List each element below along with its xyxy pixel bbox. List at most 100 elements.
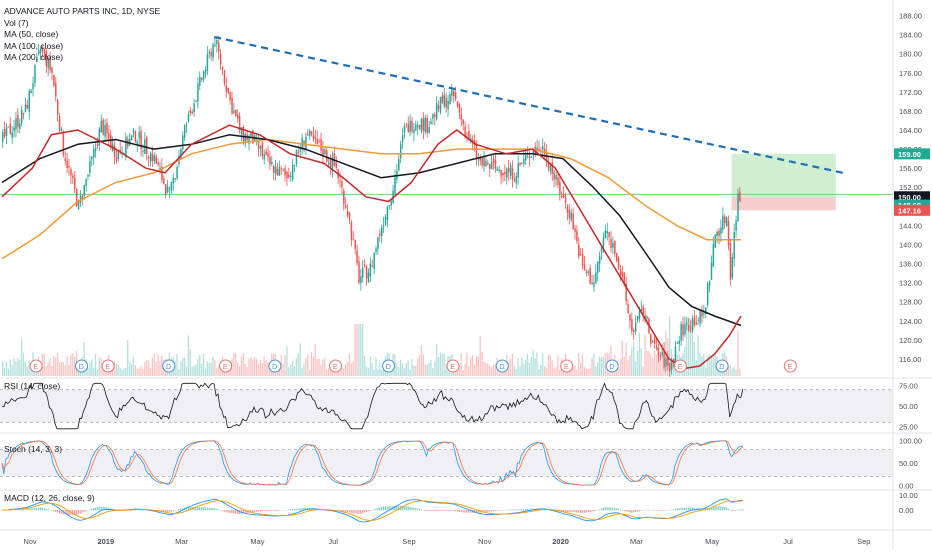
candle-body <box>228 88 230 93</box>
macd-histogram-bar <box>576 510 577 513</box>
macd-histogram-bar <box>523 509 524 510</box>
volume-bar <box>595 367 596 376</box>
macd-histogram-bar <box>510 510 511 511</box>
candle-body <box>267 153 269 157</box>
macd-histogram-bar <box>44 508 45 510</box>
candle-body <box>210 52 212 56</box>
candle-body <box>622 272 624 277</box>
candle-body <box>220 54 222 65</box>
candle-body <box>713 244 715 266</box>
macd-histogram-bar <box>627 510 628 512</box>
macd-histogram-bar <box>656 510 657 511</box>
volume-bar <box>347 362 348 376</box>
volume-bar <box>328 368 329 376</box>
volume-bar <box>65 365 66 376</box>
volume-bar <box>46 366 47 376</box>
price-tag-label: 147.16 <box>898 206 921 215</box>
volume-bar <box>68 365 69 376</box>
candle-body <box>679 341 681 344</box>
candle-body <box>434 115 436 117</box>
volume-bar <box>533 350 534 376</box>
price-tick-label: 168.00 <box>899 107 922 116</box>
macd-histogram-bar <box>660 510 661 511</box>
volume-bar <box>137 369 138 376</box>
earnings-marker-letter: E <box>564 364 569 371</box>
candle-body <box>580 254 582 255</box>
candle-body <box>445 98 447 108</box>
time-tick-label: Jul <box>783 537 793 546</box>
candle-body <box>730 243 732 280</box>
candle-body <box>627 304 629 313</box>
volume-bar <box>483 362 484 376</box>
volume-bar <box>536 352 537 376</box>
candle-body <box>320 139 322 151</box>
volume-bar <box>481 352 482 376</box>
volume-bar <box>425 364 426 376</box>
macd-histogram-bar <box>733 510 734 511</box>
volume-bar <box>523 364 524 376</box>
volume-bar <box>256 359 257 376</box>
macd-histogram-bar <box>229 510 230 513</box>
macd-histogram-bar <box>176 510 177 511</box>
volume-bar <box>6 362 7 376</box>
macd-histogram-bar <box>595 510 596 511</box>
candle-body <box>421 119 423 132</box>
candle-body <box>658 348 660 355</box>
macd-histogram-bar <box>222 510 223 511</box>
macd-histogram-bar <box>165 510 166 512</box>
volume-bar <box>313 356 314 376</box>
candle-body <box>724 217 726 223</box>
volume-bar <box>135 365 136 376</box>
volume-bar <box>326 370 327 376</box>
volume-bar <box>643 366 644 376</box>
macd-histogram-bar <box>91 509 92 511</box>
macd-histogram-bar <box>680 508 681 510</box>
candle-body <box>457 101 459 106</box>
volume-bar <box>521 357 522 376</box>
candle-body <box>561 196 563 198</box>
volume-bar <box>298 354 299 376</box>
volume-bar <box>534 359 535 376</box>
volume-bar <box>550 356 551 376</box>
macd-histogram-bar <box>358 510 359 514</box>
volume-bar <box>119 368 120 376</box>
volume-bar <box>377 369 378 376</box>
macd-histogram-bar <box>442 510 443 511</box>
dividend-marker-letter: D <box>166 364 171 371</box>
volume-bar <box>428 363 429 376</box>
volume-bar <box>652 358 653 376</box>
candle-body <box>68 166 70 167</box>
macd-histogram-bar <box>447 510 448 511</box>
volume-bar <box>262 363 263 376</box>
candle-body <box>171 182 173 190</box>
candle-body <box>733 232 735 259</box>
candle-body <box>108 133 110 138</box>
macd-histogram-bar <box>53 510 54 511</box>
macd-histogram-bar <box>686 507 687 510</box>
macd-histogram-bar <box>387 506 388 510</box>
macd-histogram-bar <box>366 510 367 512</box>
candle-body <box>61 129 63 131</box>
volume-bar <box>589 368 590 376</box>
macd-histogram-bar <box>169 510 170 512</box>
volume-bar <box>195 365 196 376</box>
candle-body <box>173 178 175 184</box>
macd-histogram-bar <box>580 510 581 513</box>
macd-histogram-bar <box>296 509 297 511</box>
macd-histogram-bar <box>29 509 30 511</box>
volume-bar <box>580 363 581 376</box>
macd-histogram-bar <box>254 510 255 512</box>
macd-histogram-bar <box>99 507 100 511</box>
volume-bar <box>737 331 738 376</box>
candle-body <box>703 313 705 314</box>
macd-histogram-bar <box>610 507 611 510</box>
candle-body <box>226 85 228 91</box>
macd-histogram-bar <box>464 510 465 513</box>
volume-bar <box>294 366 295 376</box>
candle-body <box>4 129 6 136</box>
macd-histogram-bar <box>228 510 229 513</box>
candle-body <box>701 312 703 316</box>
volume-bar <box>182 358 183 376</box>
